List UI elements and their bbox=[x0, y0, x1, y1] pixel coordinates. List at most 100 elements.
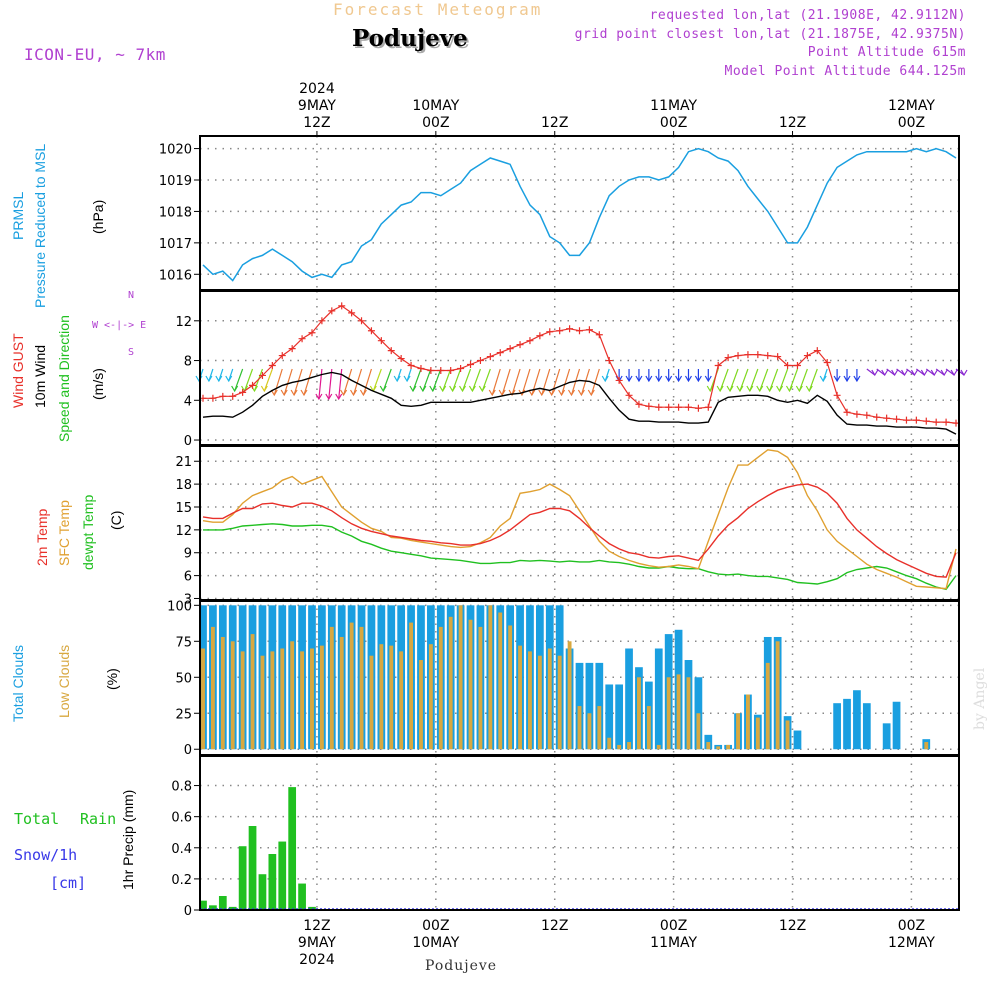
precip-bar bbox=[209, 905, 217, 910]
wind-arrow-head bbox=[655, 375, 663, 383]
gust-marker bbox=[694, 404, 702, 412]
cloud-bar-low bbox=[389, 645, 394, 750]
wind-arrow-head bbox=[508, 389, 516, 397]
gust-marker bbox=[645, 402, 653, 410]
series-wind-gust bbox=[203, 305, 957, 424]
gridpoint-coords: grid point closest lon,lat (21.1875E, 42… bbox=[574, 27, 966, 42]
ytick-label: 12 bbox=[175, 524, 192, 539]
point-altitude: Point Altitude 615m bbox=[807, 45, 966, 60]
cloud-bar-low bbox=[369, 655, 374, 750]
wind-arrow-head bbox=[704, 375, 712, 383]
wind-arrow bbox=[561, 368, 571, 396]
gust-marker bbox=[853, 410, 861, 418]
wind-arrow-head bbox=[478, 385, 486, 393]
wind-arrow bbox=[769, 368, 779, 392]
wind-arrow-head bbox=[325, 393, 333, 401]
gust-marker bbox=[863, 411, 871, 419]
wind-arrow-head bbox=[716, 385, 724, 393]
cloud-bar-total bbox=[605, 684, 614, 750]
time-label-top: 00Z bbox=[898, 115, 925, 131]
cloud-bar-low bbox=[379, 644, 384, 750]
cloud-bar-low bbox=[339, 636, 344, 750]
cloud-bar-low bbox=[775, 641, 780, 750]
gust-marker bbox=[417, 364, 425, 372]
cloud-bar-low bbox=[488, 605, 493, 750]
wind-arrow-head bbox=[335, 393, 343, 401]
cloud-bar-total bbox=[853, 690, 861, 750]
subtitle: Forecast Meteogram bbox=[333, 0, 543, 19]
ytick-label: 0.2 bbox=[171, 873, 192, 888]
wind-arrow-head bbox=[881, 369, 889, 377]
gust-marker bbox=[566, 325, 574, 333]
wind-arrow bbox=[328, 368, 333, 400]
cloud-bar-low bbox=[716, 746, 721, 750]
gust-marker bbox=[219, 392, 227, 400]
wind-arrow-head bbox=[409, 385, 417, 393]
gust-marker bbox=[278, 352, 286, 360]
time-label-bottom: 11MAY bbox=[650, 935, 697, 951]
wind-arrow bbox=[580, 368, 590, 396]
cloud-bar-low bbox=[696, 713, 701, 750]
wind-arrow-head bbox=[684, 375, 693, 383]
wind-arrow-head bbox=[910, 369, 918, 377]
wind-arrow bbox=[432, 368, 442, 392]
wind-arrow-head bbox=[468, 385, 476, 393]
gust-marker bbox=[427, 366, 435, 374]
wind-arrow-head bbox=[726, 385, 734, 393]
wind-arrow bbox=[779, 368, 789, 392]
gust-marker bbox=[268, 362, 276, 370]
wind-arrow bbox=[521, 368, 531, 396]
gust-marker bbox=[367, 327, 375, 335]
ytick-label: 50 bbox=[175, 671, 192, 686]
wind-arrow-head bbox=[439, 385, 447, 393]
gust-marker bbox=[338, 302, 346, 310]
ytick-label: 100 bbox=[167, 599, 192, 614]
precip-bar bbox=[308, 906, 316, 910]
time-label-top: 12Z bbox=[779, 115, 806, 131]
gust-marker bbox=[803, 352, 811, 360]
wind-arrow-head bbox=[625, 375, 633, 383]
cloud-bar-low bbox=[260, 655, 265, 750]
cloud-bar-low bbox=[627, 742, 631, 750]
cloud-bar-total bbox=[654, 648, 663, 750]
cloud-bar-low bbox=[498, 612, 503, 750]
gust-marker bbox=[813, 347, 821, 355]
gust-marker bbox=[308, 329, 316, 337]
cloud-bar-total bbox=[585, 662, 594, 750]
cloud-bar-low bbox=[597, 706, 602, 750]
wind-arrow bbox=[916, 368, 925, 376]
ytick-label: 15 bbox=[175, 501, 192, 516]
label-total: Total bbox=[14, 810, 60, 828]
cloud-bar-total bbox=[615, 684, 623, 750]
cloud-bar-low bbox=[617, 744, 622, 750]
wind-arrow-head bbox=[548, 389, 556, 397]
cloud-bar-low bbox=[726, 744, 731, 750]
wind-arrow bbox=[531, 368, 541, 396]
compass-we: W <-|-> E bbox=[92, 320, 147, 331]
gust-marker bbox=[873, 413, 881, 421]
wind-arrow bbox=[501, 368, 511, 396]
time-label-top: 00Z bbox=[660, 115, 687, 131]
gust-marker bbox=[734, 352, 742, 360]
cloud-bar-low bbox=[607, 737, 612, 750]
cloud-bar-low bbox=[637, 677, 641, 750]
gust-marker bbox=[615, 376, 623, 384]
wind-arrow-head bbox=[675, 375, 683, 383]
gust-marker bbox=[298, 335, 306, 343]
grid-temperature: 3 6 9 12 15 18 21 bbox=[175, 446, 959, 607]
gust-marker bbox=[744, 351, 752, 359]
precip-bar bbox=[248, 826, 257, 910]
cloud-bar-low bbox=[290, 641, 295, 750]
wind-arrow-head bbox=[756, 385, 764, 393]
wind-arrow-head bbox=[706, 385, 714, 393]
gust-marker bbox=[675, 403, 683, 411]
series-sfc-temp bbox=[202, 449, 957, 590]
cloud-bar-low bbox=[409, 622, 413, 750]
ytick-label: 8 bbox=[184, 355, 192, 370]
cloud-bar-low bbox=[250, 634, 255, 750]
gust-markers bbox=[199, 302, 960, 427]
gust-marker bbox=[665, 403, 673, 411]
gust-marker bbox=[784, 362, 792, 370]
